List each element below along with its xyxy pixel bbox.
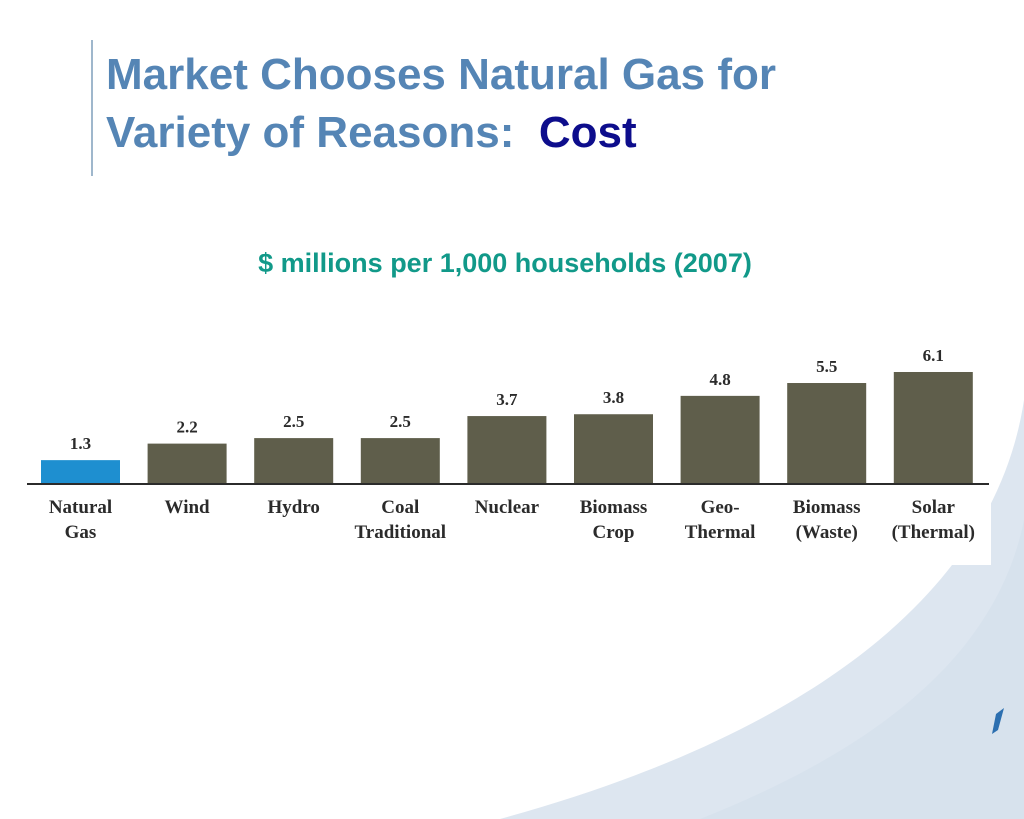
category-label: Nuclear: [475, 497, 540, 518]
bar-value-label: 2.2: [176, 418, 197, 437]
corner-accent-icon: [992, 708, 1004, 734]
chart-title: $ millions per 1,000 households (2007): [258, 248, 752, 278]
title-accent: Cost: [538, 108, 637, 157]
title-line-2: Variety of Reasons:: [106, 108, 515, 157]
bar-1: [147, 443, 227, 484]
category-label: Biomass: [793, 497, 861, 518]
bar-value-label: 4.8: [709, 370, 730, 389]
title-line-1: Market Chooses Natural Gas for: [106, 50, 776, 99]
category-label: Biomass: [580, 497, 648, 518]
category-label: Traditional: [355, 522, 447, 543]
bar-value-label: 5.5: [816, 357, 837, 376]
category-labels-group: Natural Gas Wind Hydro Coal Traditional Nuclea…: [49, 497, 975, 543]
bar-value-label: 3.8: [603, 388, 624, 407]
bar-value-label: 2.5: [390, 412, 411, 431]
bar-7: [787, 383, 867, 484]
bar-4: [467, 416, 547, 484]
bar-5: [574, 414, 653, 484]
bar-3: [360, 438, 440, 484]
category-label: Natural: [49, 497, 112, 518]
category-label: Wind: [165, 497, 211, 518]
category-label: Geo-: [701, 497, 740, 518]
bar-chart: 1.3 2.2 2.5 2.5 3.7 3.8 4.8 5.5 6.1 Natural Gas Wi…: [25, 320, 991, 565]
background-curve-shape-inner: [700, 520, 1024, 819]
category-label: Gas: [65, 522, 97, 543]
category-label: Crop: [593, 522, 635, 543]
bar-8: [893, 372, 973, 484]
category-label: Solar: [912, 497, 956, 518]
category-label: Coal: [381, 497, 419, 518]
bar-value-label: 1.3: [70, 434, 91, 453]
bar-6: [680, 395, 760, 484]
background-curve-shape: [500, 400, 1024, 819]
bar-value-label: 6.1: [923, 346, 944, 365]
title-divider: [91, 40, 93, 176]
bars-group: 1.3 2.2 2.5 2.5 3.7 3.8 4.8 5.5 6.1: [41, 346, 973, 484]
bar-2: [254, 438, 334, 484]
category-label: Hydro: [267, 497, 319, 518]
bar-value-label: 3.7: [496, 390, 518, 409]
slide-title: Market Chooses Natural Gas for Variety o…: [106, 46, 986, 162]
bar-0: [41, 460, 120, 484]
category-label: (Waste): [796, 522, 858, 543]
category-label: (Thermal): [892, 522, 975, 543]
category-label: Thermal: [685, 522, 756, 543]
bar-value-label: 2.5: [283, 412, 304, 431]
